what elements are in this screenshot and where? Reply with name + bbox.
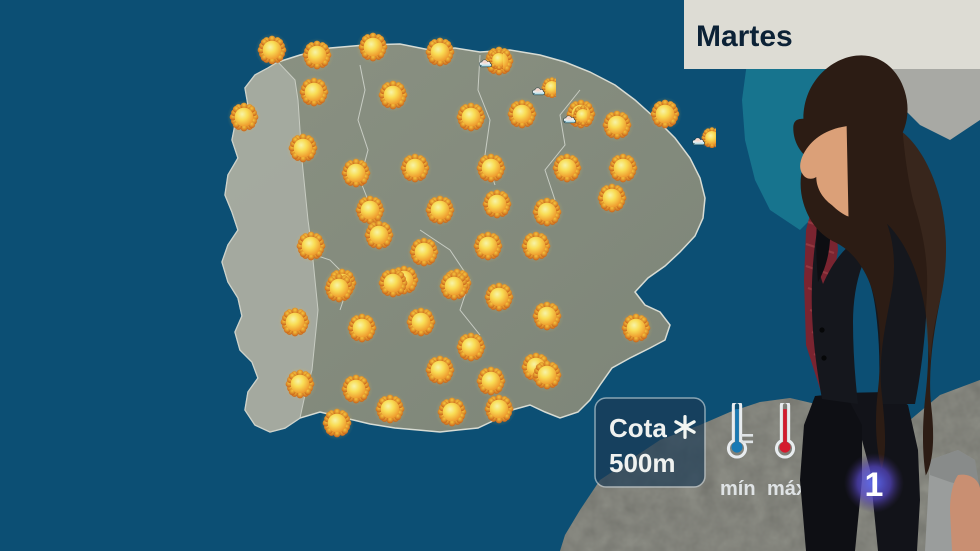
svg-text:1: 1	[865, 466, 884, 504]
svg-text:Martes: Martes	[696, 20, 793, 53]
svg-text:mín: mín	[720, 478, 756, 500]
svg-text:500m: 500m	[609, 448, 676, 478]
svg-text:Cota: Cota	[609, 413, 667, 443]
svg-text:=: =	[740, 426, 754, 453]
